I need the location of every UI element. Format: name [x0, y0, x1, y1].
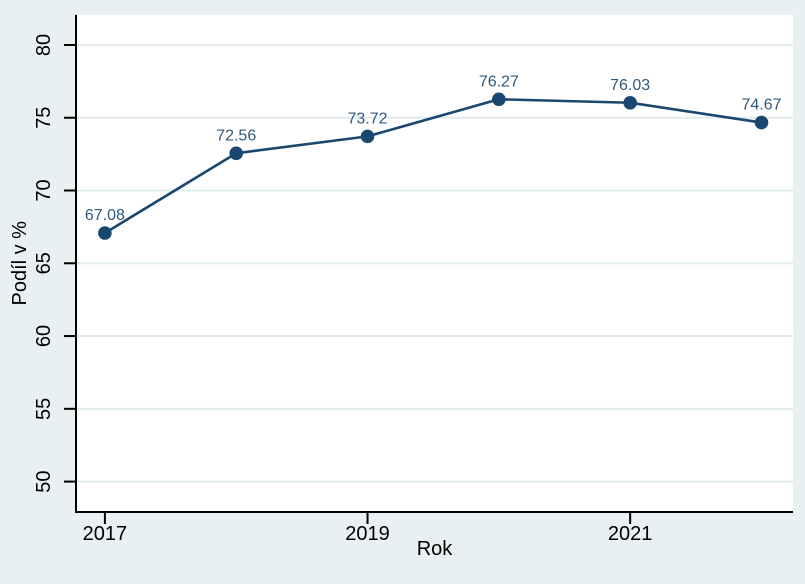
- data-point-label: 76.03: [610, 77, 650, 94]
- y-tick-label: 50: [33, 470, 55, 492]
- data-point-marker: [754, 115, 769, 130]
- data-point-marker: [98, 226, 112, 240]
- x-tick-label: 2019: [345, 523, 390, 545]
- series-line: [104, 97, 762, 235]
- y-tick-label: 75: [33, 107, 55, 129]
- y-tick-label: 60: [33, 325, 55, 347]
- x-axis-title: Rok: [417, 538, 454, 560]
- data-point-label: 76.27: [479, 73, 519, 90]
- data-point-marker: [623, 95, 637, 110]
- x-tick-label: 2021: [608, 523, 653, 545]
- data-point-label: 74.67: [741, 97, 781, 114]
- data-point-label: 72.56: [216, 127, 256, 144]
- y-tick-label: 55: [33, 398, 55, 420]
- y-tick-label: 65: [33, 252, 55, 274]
- data-point-label: 67.08: [85, 207, 125, 224]
- x-tick-label: 2017: [83, 523, 128, 545]
- data-point-label: 73.72: [348, 110, 388, 127]
- data-point-marker: [360, 129, 375, 144]
- y-tick-label: 80: [33, 34, 55, 56]
- y-axis-title: Podíl v %: [9, 221, 31, 306]
- data-point-marker: [229, 146, 244, 161]
- y-tick-label: 70: [33, 179, 55, 201]
- data-point-marker: [492, 92, 506, 107]
